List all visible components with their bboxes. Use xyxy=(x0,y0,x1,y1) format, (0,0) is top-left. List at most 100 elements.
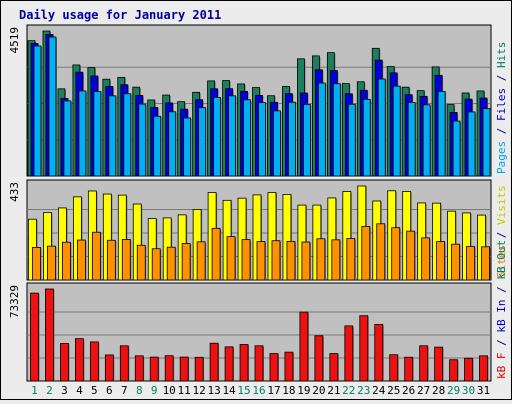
bar-hits-pages-day-30 xyxy=(467,111,476,177)
bar-hits-pages-day-23 xyxy=(362,98,371,177)
panel-kbytes-ymax-label: 73329 xyxy=(8,285,21,318)
bar-kbytes-kb-f-day-26 xyxy=(404,356,414,382)
bar-visits-sites-day-19 xyxy=(301,241,311,281)
bar-visits-sites-day-20 xyxy=(316,238,326,281)
bar-visits-sites-day-7 xyxy=(121,239,131,281)
bar-kbytes-kb-f-day-20 xyxy=(314,335,324,382)
bar-kbytes-kb-f-day-14 xyxy=(224,346,234,382)
bar-visits-sites-day-27 xyxy=(421,237,431,281)
bar-hits-pages-day-15 xyxy=(243,99,251,177)
bar-hits-pages-day-18 xyxy=(288,101,296,177)
bar-hits-pages-day-13 xyxy=(213,97,221,177)
legend-label: Visits xyxy=(495,185,508,225)
day-label: 1 xyxy=(31,384,38,397)
day-label: 17 xyxy=(267,384,280,397)
bar-visits-sites-day-22 xyxy=(346,238,356,281)
bar-visits-sites-day-10 xyxy=(166,246,176,281)
day-label: 22 xyxy=(342,384,355,397)
bar-hits-pages-day-7 xyxy=(123,93,132,177)
bar-visits-sites-day-15 xyxy=(241,239,251,281)
day-label: 15 xyxy=(237,384,250,397)
legend-label: Hits xyxy=(495,42,508,69)
bar-visits-sites-day-4 xyxy=(76,239,86,281)
day-label: 26 xyxy=(402,384,415,397)
legend-label: / xyxy=(495,280,508,300)
day-label: 23 xyxy=(357,384,370,397)
bar-kbytes-kb-f-day-2 xyxy=(45,288,54,382)
bar-hits-pages-day-16 xyxy=(258,102,266,177)
day-label: 21 xyxy=(327,384,340,397)
bar-kbytes-kb-f-day-24 xyxy=(374,323,384,382)
day-label: 6 xyxy=(106,384,113,397)
bar-kbytes-kb-f-day-25 xyxy=(389,354,399,382)
legend-label: kB F xyxy=(495,353,508,380)
day-label: 5 xyxy=(91,384,98,397)
legend-label: Files xyxy=(495,88,508,121)
bar-kbytes-kb-f-day-23 xyxy=(359,315,369,382)
panel-visits: 433 Sites / Visits xyxy=(8,179,508,281)
bar-kbytes-kb-f-day-4 xyxy=(74,338,84,382)
bar-hits-pages-day-14 xyxy=(228,95,236,177)
day-label: 4 xyxy=(76,384,83,397)
day-label: 9 xyxy=(151,384,158,397)
day-label: 14 xyxy=(222,384,236,397)
bar-hits-pages-day-8 xyxy=(138,103,147,177)
bar-kbytes-kb-f-day-3 xyxy=(60,343,69,382)
bar-visits-sites-day-2 xyxy=(47,245,56,281)
bar-kbytes-kb-f-day-19 xyxy=(299,311,309,382)
bar-kbytes-kb-f-day-8 xyxy=(134,355,144,382)
legend-label: Pages xyxy=(495,141,508,174)
bar-kbytes-kb-f-day-22 xyxy=(344,325,354,382)
bar-hits-pages-day-1 xyxy=(33,45,42,177)
bar-hits-pages-day-25 xyxy=(392,85,401,177)
bar-hits-pages-day-9 xyxy=(153,115,162,177)
bar-kbytes-kb-f-day-9 xyxy=(149,356,159,382)
bar-kbytes-kb-f-day-31 xyxy=(479,355,488,382)
panel-hits-ymax-label: 4519 xyxy=(8,27,21,54)
bar-visits-sites-day-24 xyxy=(376,223,386,281)
bar-visits-sites-day-3 xyxy=(62,241,71,281)
legend-label: kB In xyxy=(495,300,508,333)
bar-kbytes-kb-f-day-18 xyxy=(284,351,294,382)
day-label: 24 xyxy=(372,384,386,397)
day-label: 13 xyxy=(207,384,220,397)
bar-hits-pages-day-19 xyxy=(303,104,311,177)
bar-visits-sites-day-30 xyxy=(466,245,475,281)
bar-kbytes-kb-f-day-21 xyxy=(329,353,339,382)
bar-hits-pages-day-31 xyxy=(482,108,491,177)
bar-visits-sites-day-8 xyxy=(136,244,146,281)
panel-kbytes-legend: kB F / kB In / kB Out xyxy=(495,240,508,379)
day-labels-layer: 1 2 3 4 5 6 7 8 9 10 11 12 13 14 15 16 17 18 19 20 21 22 23 24 2… xyxy=(31,384,490,397)
bar-kbytes-kb-f-day-29 xyxy=(449,359,458,382)
day-label: 7 xyxy=(121,384,128,397)
bar-visits-sites-day-25 xyxy=(391,227,401,281)
bar-hits-pages-day-6 xyxy=(108,95,117,177)
day-label: 25 xyxy=(387,384,400,397)
bar-kbytes-kb-f-day-1 xyxy=(30,292,39,382)
bar-hits-pages-day-12 xyxy=(198,107,207,177)
bar-visits-sites-day-14 xyxy=(226,236,236,281)
bar-visits-sites-day-26 xyxy=(406,230,416,281)
panel-kbytes: 73329 kB F / kB In / kB Out xyxy=(8,240,508,382)
bar-visits-sites-day-29 xyxy=(451,243,460,281)
bar-visits-sites-day-28 xyxy=(436,241,446,281)
panel-hits-legend: Pages / Files / Hits xyxy=(495,42,508,175)
bar-kbytes-kb-f-day-13 xyxy=(209,342,219,382)
day-label: 18 xyxy=(282,384,295,397)
bar-visits-sites-day-23 xyxy=(361,225,371,281)
panels-layer: 4519 Pages / Files / Hits 433 Sites / Visit… xyxy=(8,24,508,382)
legend-label: / xyxy=(495,225,508,245)
bar-hits-pages-day-2 xyxy=(48,36,57,177)
bar-kbytes-kb-f-day-27 xyxy=(419,345,429,382)
day-label: 27 xyxy=(417,384,430,397)
chart-title: Daily usage for January 2011 xyxy=(19,8,221,22)
bar-visits-sites-day-12 xyxy=(196,241,206,281)
bar-hits-pages-day-5 xyxy=(93,91,102,177)
legend-label: / xyxy=(495,68,508,88)
bar-kbytes-kb-f-day-11 xyxy=(179,356,189,382)
day-label: 12 xyxy=(193,384,206,397)
bar-visits-sites-day-16 xyxy=(256,241,266,281)
bar-hits-pages-day-27 xyxy=(422,104,431,177)
